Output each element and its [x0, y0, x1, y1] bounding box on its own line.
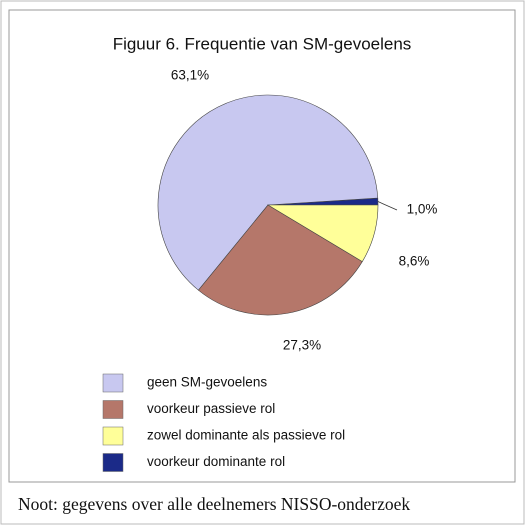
legend-label: voorkeur passieve rol — [147, 401, 275, 416]
pie-slice — [197, 204, 363, 316]
data-label: 8,6% — [399, 254, 430, 269]
pie-slice — [266, 204, 379, 262]
legend-label: geen SM-gevoelens — [147, 375, 267, 390]
pie-slice — [157, 94, 379, 291]
leader-line — [377, 201, 398, 211]
legend-swatch — [102, 453, 124, 472]
legend-swatch — [102, 373, 124, 393]
legend-label: voorkeur dominante rol — [147, 454, 285, 469]
data-label: 63,1% — [171, 68, 209, 83]
legend-swatch — [102, 426, 124, 446]
note: Noot: gegevens over alle deelnemers NISS… — [18, 494, 410, 514]
data-label: 1,0% — [407, 202, 438, 217]
chart-title: Figuur 6. Frequentie van SM-gevoelens — [113, 34, 412, 53]
legend-swatch — [102, 400, 124, 419]
data-label: 27,3% — [283, 338, 321, 353]
legend-label: zowel dominante als passieve rol — [147, 428, 345, 443]
